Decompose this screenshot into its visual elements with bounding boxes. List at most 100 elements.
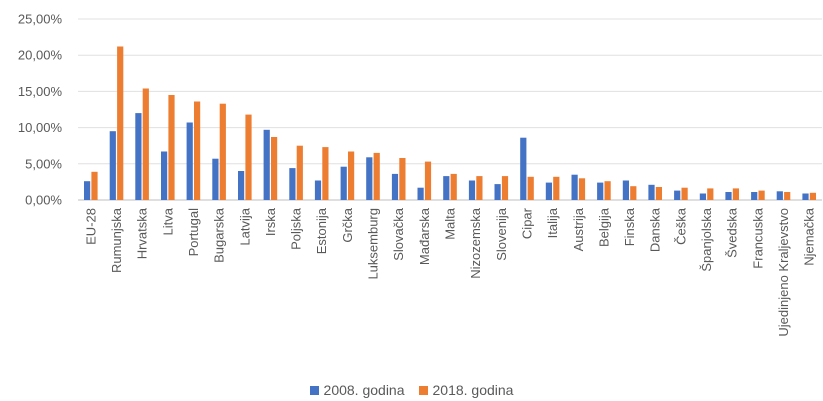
- x-tick-label: Rumunjska: [109, 207, 124, 273]
- bar-series-2: [553, 176, 560, 200]
- x-tick-label: Belgija: [596, 207, 611, 247]
- x-tick-label: Litva: [160, 207, 175, 235]
- x-tick-label: Portugal: [186, 208, 201, 257]
- bar-series-2: [527, 176, 534, 200]
- bar-series-2: [732, 188, 739, 200]
- x-tick-label: Latvija: [237, 207, 252, 245]
- bar-series-2: [476, 176, 483, 200]
- bar-series-2: [707, 188, 714, 200]
- bar-series-1: [135, 113, 142, 200]
- bar-series-2: [758, 190, 765, 200]
- x-tick-label: Nizozemska: [468, 207, 483, 279]
- x-tick-label: Luksemburg: [366, 208, 381, 280]
- bar-series-1: [366, 157, 373, 200]
- gridlines: [78, 18, 822, 201]
- x-tick-label: Češka: [673, 207, 688, 245]
- bar-series-1: [212, 158, 219, 200]
- y-axis: 0,00% 5,00% 10,00% 15,00% 20,00% 25,00%: [18, 12, 63, 208]
- x-tick-label: Malta: [443, 207, 458, 240]
- bar-series-2: [578, 178, 586, 200]
- x-tick-label: Poljska: [289, 207, 304, 250]
- x-tick-label: Grčka: [340, 207, 355, 242]
- bar-series-1: [417, 187, 424, 200]
- bar-series-1: [289, 168, 296, 200]
- bar-series-1: [699, 193, 706, 200]
- bar-series-1: [109, 131, 116, 200]
- legend-label: 2018. godina: [432, 382, 514, 398]
- bar-series-2: [784, 192, 791, 200]
- x-tick-label: Ujedinjeno Kraljevstvo: [776, 208, 791, 337]
- bar-series-2: [373, 152, 380, 200]
- bar-series-2: [296, 145, 303, 200]
- bar-series-2: [655, 187, 662, 200]
- x-tick-label: Cipar: [520, 207, 535, 239]
- bars: [84, 46, 816, 200]
- bar-series-1: [674, 190, 681, 200]
- bar-series-2: [322, 147, 329, 200]
- bar-series-1: [776, 191, 783, 200]
- bar-series-1: [263, 129, 270, 200]
- bar-series-1: [751, 192, 758, 200]
- bar-series-1: [238, 171, 245, 200]
- bar-series-2: [168, 95, 175, 200]
- x-tick-label: Njemačka: [802, 207, 817, 266]
- bar-series-1: [340, 166, 347, 200]
- legend-item-series-1: 2008. godina: [309, 382, 405, 398]
- x-tick-label: Slovenija: [494, 207, 509, 261]
- x-tick-label: Mađarska: [417, 207, 432, 265]
- bar-series-2: [117, 46, 124, 200]
- bar-series-1: [545, 182, 552, 200]
- bar-series-2: [91, 171, 98, 200]
- y-tick-label: 5,00%: [25, 156, 62, 171]
- y-tick-label: 0,00%: [25, 193, 62, 208]
- x-tick-label: EU-28: [83, 208, 98, 245]
- y-tick-label: 20,00%: [18, 48, 63, 63]
- x-tick-label: Hrvatska: [135, 207, 150, 259]
- bar-series-1: [494, 184, 501, 200]
- bar-series-1: [443, 176, 450, 200]
- x-tick-label: Finska: [622, 207, 637, 246]
- bar-series-2: [245, 114, 252, 200]
- bar-series-2: [348, 151, 355, 200]
- y-tick-label: 10,00%: [18, 120, 63, 135]
- bar-series-2: [424, 161, 432, 200]
- x-tick-label: Bugarska: [212, 207, 227, 263]
- bar-series-2: [219, 103, 226, 200]
- x-tick-label: Švedska: [725, 207, 740, 258]
- bar-series-1: [468, 180, 476, 200]
- legend-label: 2008. godina: [323, 382, 405, 398]
- bar-series-2: [501, 176, 509, 200]
- bar-series-1: [597, 182, 604, 200]
- legend: 2008. godina 2018. godina: [0, 380, 823, 400]
- x-tick-label: Estonija: [314, 207, 329, 254]
- x-tick-label: Austrija: [571, 207, 586, 251]
- bar-series-2: [809, 192, 816, 200]
- bar-series-1: [520, 137, 527, 200]
- bar-series-2: [681, 187, 688, 200]
- legend-swatch: [418, 385, 428, 395]
- bar-series-1: [84, 181, 91, 200]
- bar-series-2: [604, 181, 611, 200]
- legend-item-series-2: 2018. godina: [418, 382, 514, 398]
- bar-series-1: [648, 184, 655, 200]
- x-tick-label: Irska: [263, 207, 278, 236]
- bar-series-1: [802, 193, 809, 200]
- bar-series-1: [725, 192, 732, 200]
- x-tick-label: Slovačka: [391, 207, 406, 261]
- x-tick-label: Italija: [545, 207, 560, 238]
- bar-series-2: [271, 137, 278, 200]
- bar-series-2: [399, 158, 406, 200]
- x-tick-label: Francuska: [750, 207, 765, 268]
- y-tick-label: 25,00%: [18, 12, 63, 27]
- y-tick-label: 15,00%: [18, 84, 63, 99]
- bar-series-1: [186, 122, 193, 200]
- x-axis: EU-28 Rumunjska Hrvatska Litva Portugal Bugar…: [83, 207, 816, 336]
- bar-series-1: [161, 151, 168, 200]
- x-tick-label: Danska: [648, 207, 663, 252]
- x-tick-label: Španjolska: [699, 207, 714, 271]
- bar-series-1: [314, 180, 322, 200]
- bar-series-1: [622, 180, 629, 200]
- bar-series-2: [194, 101, 201, 200]
- bar-series-2: [630, 186, 637, 200]
